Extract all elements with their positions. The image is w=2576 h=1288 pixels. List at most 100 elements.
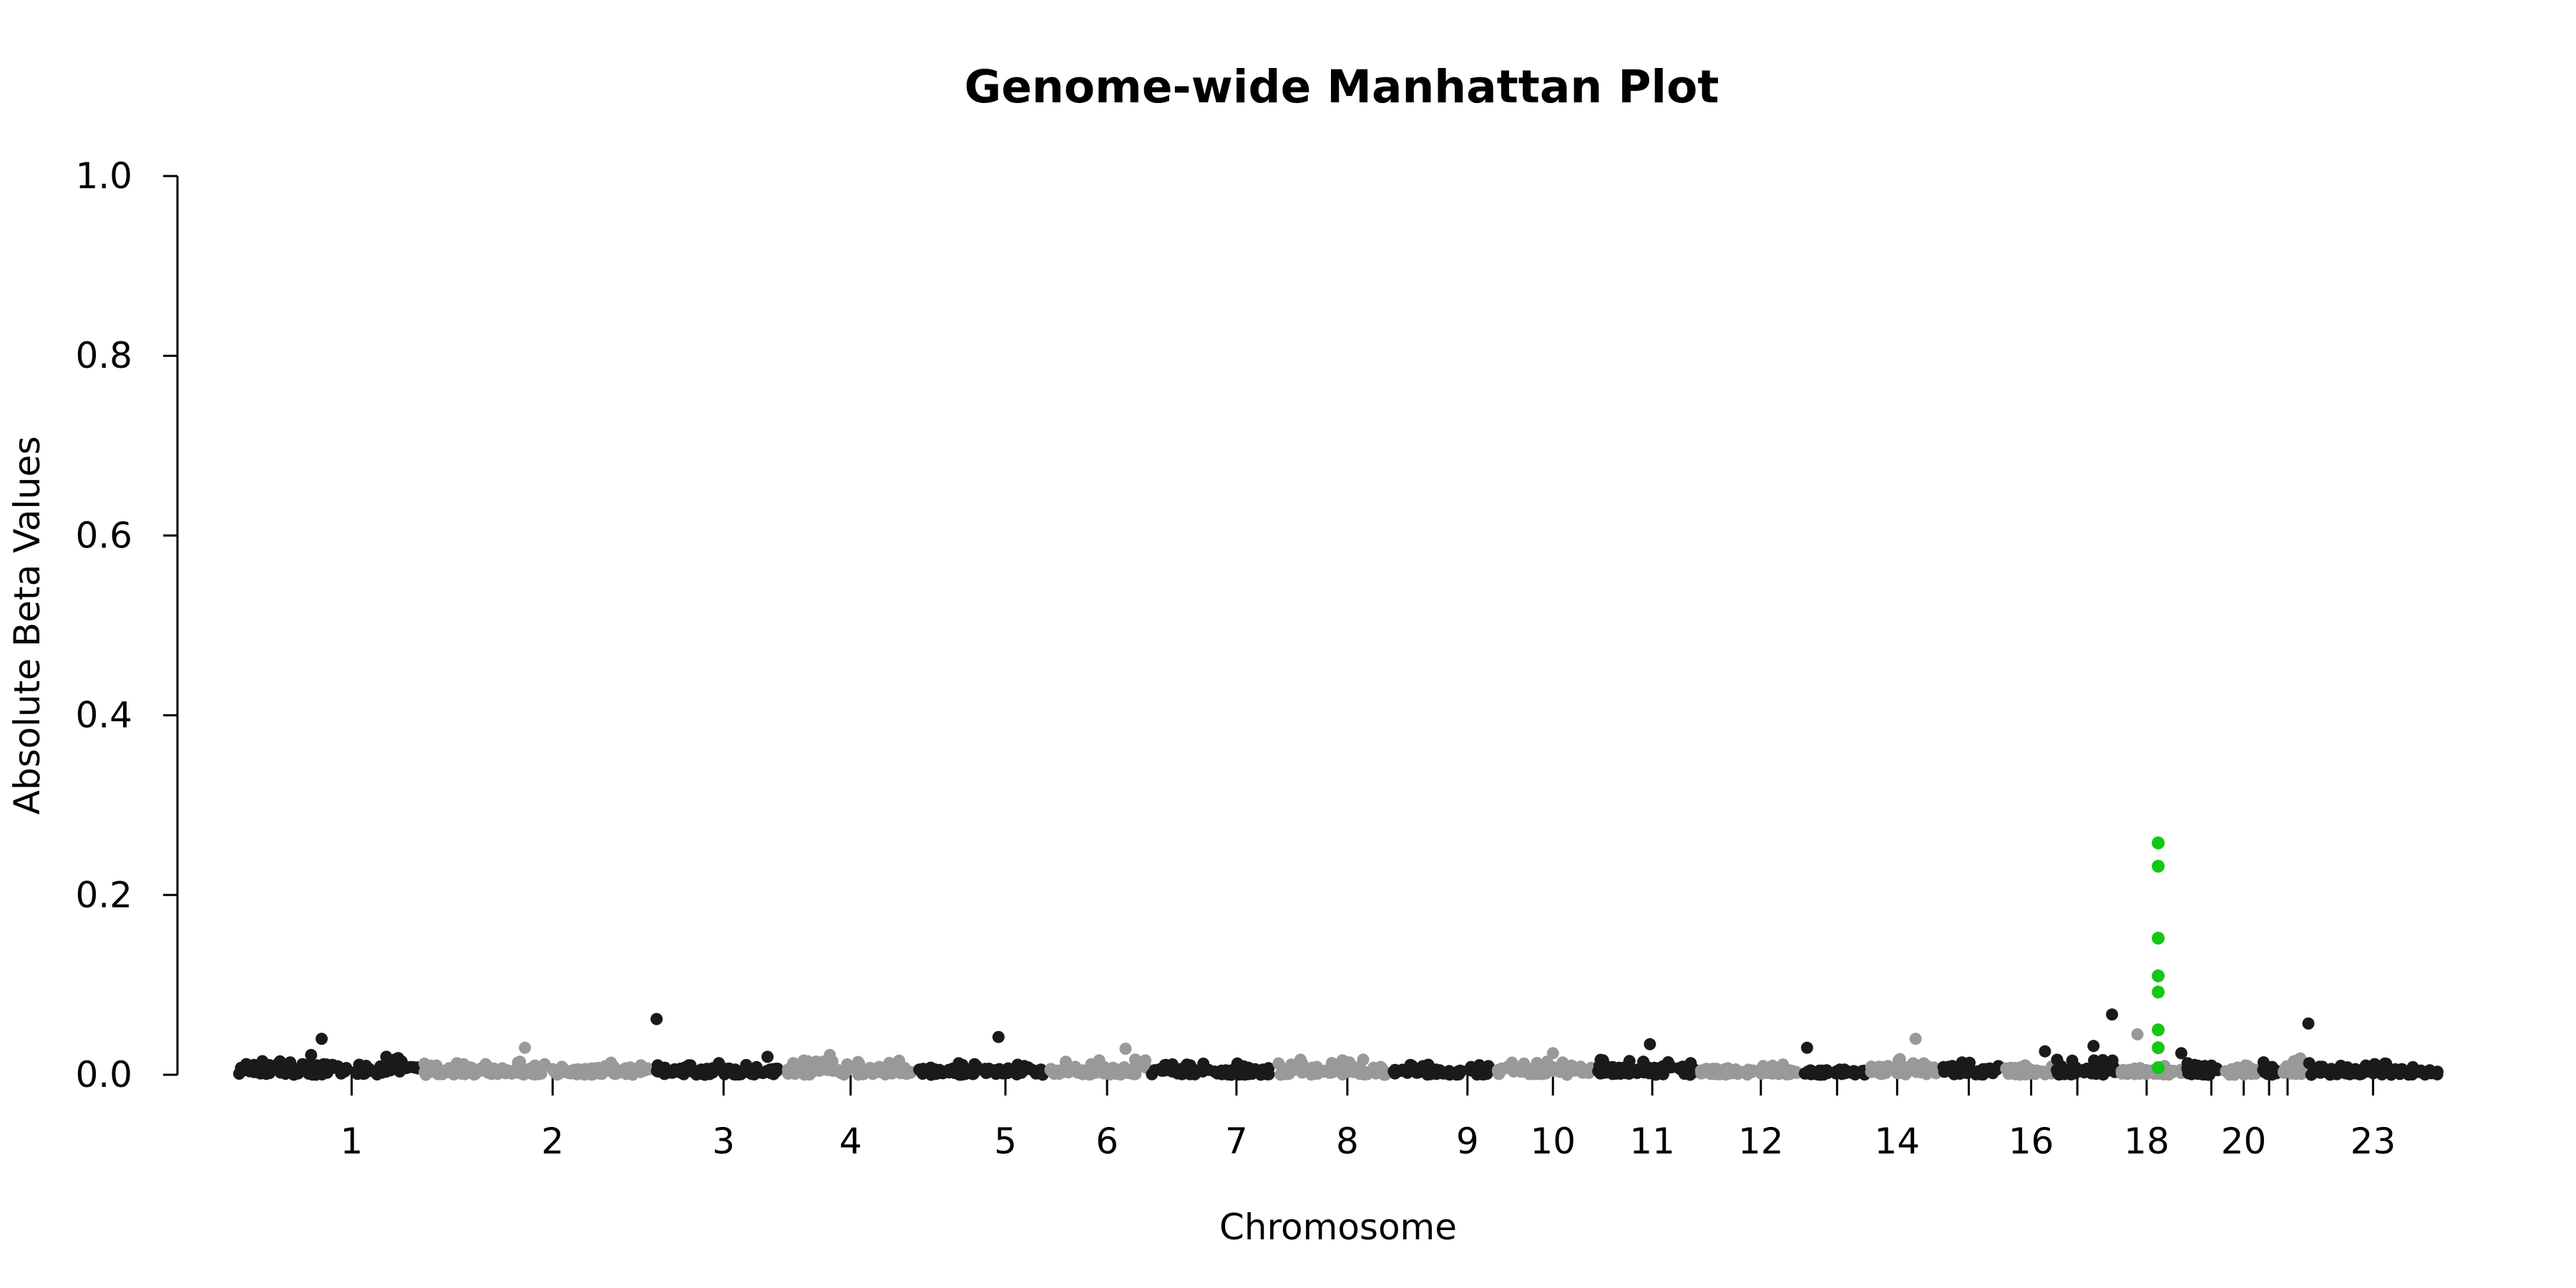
snp-point-chr14 (1892, 1054, 1905, 1067)
notable-snp-point (1800, 1041, 1813, 1054)
snp-point-chr8 (1323, 1064, 1336, 1077)
snp-point-chr23 (2349, 1067, 2361, 1080)
notable-snp-point (2106, 1008, 2119, 1021)
snp-point-chr3 (653, 1065, 666, 1078)
snp-point-chr15 (1984, 1062, 1996, 1075)
snp-point-chr20 (2243, 1063, 2256, 1076)
snp-point-chr9 (1389, 1067, 1401, 1080)
snp-point-chr8 (1377, 1064, 1390, 1077)
snp-point-chr10 (1539, 1062, 1552, 1075)
snp-point-chr8 (1336, 1054, 1349, 1067)
snp-point-chr23 (2361, 1063, 2373, 1075)
x-tick-label: 14 (1874, 1121, 1920, 1162)
snp-point-chr9 (1477, 1062, 1490, 1075)
y-axis: 0.0 0.2 0.4 0.6 0.8 1.0 (75, 155, 179, 1096)
snp-point-chr23 (2378, 1064, 2391, 1077)
notable-snp-point (2302, 1017, 2315, 1030)
snp-point-chr1 (395, 1055, 408, 1068)
snp-point-chr23 (2402, 1068, 2415, 1081)
x-tick-label: 6 (1096, 1121, 1118, 1162)
snp-point-chr1 (350, 1066, 363, 1079)
y-tick-label: 0.0 (75, 1054, 132, 1096)
snp-point-chr12 (1784, 1068, 1797, 1080)
snp-point-chr23 (2431, 1068, 2444, 1080)
snp-point-chr6 (1050, 1065, 1063, 1078)
snp-point-chr13 (1801, 1065, 1814, 1078)
snp-point-chr10 (1506, 1063, 1519, 1075)
x-tick-label: 8 (1336, 1121, 1359, 1162)
chart-title: Genome-wide Manhattan Plot (965, 61, 1719, 113)
snp-point-chr2 (459, 1068, 471, 1080)
highlighted-snp-point (2152, 932, 2165, 945)
snp-point-chr8 (1353, 1068, 1366, 1080)
snp-point-chr2 (628, 1063, 641, 1075)
y-tick-label: 0.8 (75, 335, 132, 376)
x-tick-label: 2 (541, 1121, 564, 1162)
snp-point-chr13 (1839, 1067, 1852, 1080)
snp-point-chr6 (1129, 1068, 1142, 1080)
snp-point-chr5 (1035, 1063, 1048, 1076)
snp-point-chr12 (1757, 1060, 1770, 1073)
snp-point-chr10 (1565, 1059, 1578, 1072)
snp-point-chr7 (1196, 1065, 1209, 1078)
snp-point-chr4 (812, 1063, 825, 1075)
snp-point-chr8 (1287, 1064, 1299, 1077)
y-tick-label: 1.0 (75, 155, 132, 197)
snp-point-chr15 (1961, 1067, 1974, 1079)
x-tick-label: 11 (1629, 1121, 1675, 1162)
snp-point-chr4 (894, 1060, 907, 1073)
snp-point-chr4 (852, 1055, 864, 1068)
snp-point-chr23 (2303, 1057, 2316, 1070)
x-tick-label: 5 (994, 1121, 1017, 1162)
snp-point-chr2 (426, 1063, 439, 1075)
snp-point-chr5 (1012, 1065, 1025, 1078)
snp-point-chr14 (1909, 1062, 1922, 1075)
highlighted-snp-point (2152, 1023, 2165, 1037)
data-points-layer (233, 836, 2444, 1081)
snp-point-chr2 (588, 1063, 601, 1076)
snp-point-chr2 (555, 1060, 568, 1073)
notable-snp-point (380, 1050, 393, 1063)
snp-point-chr8 (1306, 1062, 1319, 1075)
y-tick-label: 0.4 (75, 695, 132, 736)
snp-point-chr11 (1606, 1060, 1619, 1073)
snp-point-chr1 (374, 1060, 387, 1073)
notable-snp-point (824, 1048, 836, 1061)
x-tick-label: 20 (2221, 1121, 2267, 1162)
snp-point-chr23 (2394, 1068, 2406, 1080)
snp-point-chr5 (982, 1064, 995, 1077)
snp-point-chr11 (1594, 1067, 1606, 1080)
snp-point-chr9 (1421, 1068, 1434, 1081)
snp-point-chr18 (2115, 1065, 2128, 1078)
snp-point-chr2 (457, 1058, 470, 1070)
snp-point-chr20 (2225, 1063, 2238, 1075)
snp-point-chr4 (864, 1064, 877, 1077)
snp-point-chr9 (1398, 1065, 1411, 1078)
x-tick-label: 16 (2009, 1121, 2054, 1162)
snp-point-chr17 (2099, 1060, 2112, 1073)
snp-point-chr4 (831, 1064, 844, 1077)
notable-snp-point (1119, 1043, 1132, 1055)
snp-point-chr7 (1211, 1067, 1224, 1080)
snp-point-chr6 (1076, 1064, 1088, 1077)
snp-point-chr10 (1523, 1068, 1536, 1080)
snp-point-chr7 (1221, 1067, 1234, 1080)
snp-point-chr7 (1254, 1068, 1267, 1081)
snp-point-chr5 (917, 1063, 930, 1075)
snp-point-chr18 (2167, 1065, 2180, 1077)
snp-point-chr2 (491, 1067, 504, 1080)
snp-point-chr9 (1466, 1063, 1479, 1076)
highlighted-snp-point (2152, 1061, 2165, 1074)
snp-point-chr5 (928, 1063, 941, 1075)
snp-point-chr14 (1874, 1063, 1887, 1076)
snp-point-chr2 (611, 1067, 623, 1080)
highlighted-snp-point (2152, 859, 2165, 873)
x-tick-label: 7 (1225, 1121, 1248, 1162)
snp-point-chr22 (2288, 1055, 2301, 1068)
x-tick-label: 1 (341, 1121, 364, 1162)
snp-point-chr14 (1885, 1062, 1898, 1075)
x-axis: 1 2 3 4 5 6 7 8 9 10 11 12 14 16 18 20 23 (341, 1075, 2396, 1162)
snp-point-chr16 (2000, 1062, 2013, 1075)
notable-snp-point (2175, 1047, 2187, 1060)
